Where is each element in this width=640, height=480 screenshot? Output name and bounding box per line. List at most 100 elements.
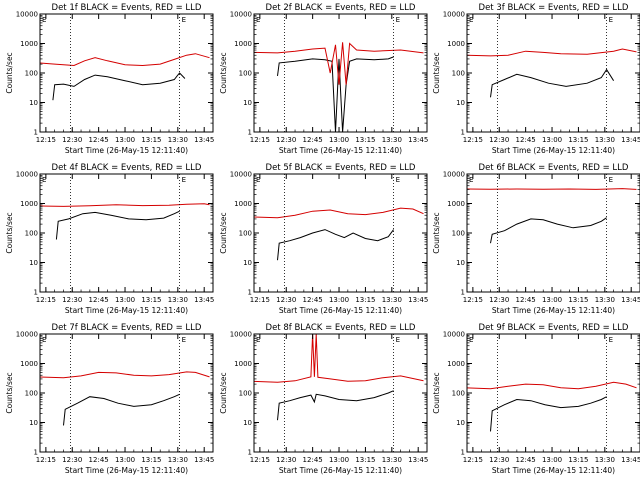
x-tick-label: 12:15: [463, 296, 483, 304]
marker-label: E: [256, 336, 260, 344]
x-tick-label: 12:45: [89, 136, 109, 144]
x-tick-label: 13:00: [542, 456, 562, 464]
marker-label: E: [42, 336, 46, 344]
y-tick-label: 1: [248, 449, 252, 457]
x-tick-label: 13:00: [115, 296, 135, 304]
y-tick-label: 10000: [230, 171, 252, 179]
panel-title: Det 6f BLACK = Events, RED = LLD: [479, 163, 629, 173]
marker-label: E: [42, 16, 46, 24]
x-tick-label: 13:15: [141, 296, 161, 304]
panel-title: Det 3f BLACK = Events, RED = LLD: [479, 3, 629, 13]
x-tick-label: 12:45: [516, 456, 536, 464]
plot-frame: [39, 173, 214, 293]
x-axis-label: Start Time (26-May-15 12:11:40): [279, 466, 402, 475]
lld-series-line: [254, 42, 424, 85]
y-tick-label: 100: [25, 230, 38, 238]
panel-det-9: E E 1 10 100 1000 10000 12:15 12:30 12:45 13:00 13:…: [432, 323, 640, 475]
x-tick-label: 12:30: [62, 136, 82, 144]
marker-label: E: [182, 176, 186, 184]
y-axis-label: Counts/sec: [5, 52, 14, 93]
x-tick-label: 12:15: [250, 296, 270, 304]
x-tick-label: 13:15: [568, 456, 588, 464]
y-tick-label: 10: [29, 259, 38, 267]
x-tick-label: 13:45: [194, 296, 214, 304]
x-tick-label: 13:30: [168, 296, 188, 304]
lld-series-line: [467, 381, 637, 390]
y-tick-label: 10: [243, 99, 252, 107]
y-tick-label: 100: [25, 390, 38, 398]
y-tick-label: 100: [239, 390, 252, 398]
x-tick-label: 12:15: [36, 296, 56, 304]
x-tick-label: 13:15: [355, 296, 375, 304]
panel-title: Det 8f BLACK = Events, RED = LLD: [266, 323, 416, 333]
x-tick-label: 13:00: [542, 136, 562, 144]
x-tick-label: 12:30: [489, 456, 509, 464]
x-tick-label: 13:30: [595, 456, 615, 464]
x-tick-label: 13:15: [141, 136, 161, 144]
y-tick-label: 1: [34, 289, 38, 297]
plot-frame: [466, 173, 640, 293]
x-tick-label: 12:30: [489, 136, 509, 144]
events-series-line: [52, 72, 186, 101]
y-tick-label: 10000: [443, 331, 465, 339]
x-tick-label: 13:30: [382, 456, 402, 464]
y-tick-label: 1: [461, 449, 465, 457]
x-tick-label: 13:30: [168, 136, 188, 144]
y-tick-label: 1: [461, 289, 465, 297]
x-tick-label: 12:45: [89, 296, 109, 304]
x-tick-label: 12:45: [89, 456, 109, 464]
x-tick-label: 12:15: [36, 136, 56, 144]
marker-label: E: [182, 16, 186, 24]
plot-frame: [253, 173, 428, 293]
x-tick-label: 13:00: [329, 136, 349, 144]
x-tick-label: 12:15: [250, 456, 270, 464]
y-tick-label: 1000: [234, 40, 252, 48]
marker-label: E: [396, 16, 400, 24]
x-tick-label: 12:15: [463, 136, 483, 144]
y-tick-label: 1: [248, 129, 252, 137]
y-tick-label: 10: [29, 419, 38, 427]
events-series-line: [55, 210, 180, 240]
x-tick-label: 12:30: [489, 296, 509, 304]
panel-title: Det 2f BLACK = Events, RED = LLD: [266, 3, 416, 13]
x-tick-label: 13:15: [568, 136, 588, 144]
x-tick-label: 13:30: [382, 296, 402, 304]
x-tick-label: 13:15: [355, 136, 375, 144]
plot-frame: [39, 333, 214, 453]
y-tick-label: 100: [25, 70, 38, 78]
x-tick-label: 13:30: [382, 136, 402, 144]
y-tick-label: 1000: [447, 360, 465, 368]
y-tick-label: 10000: [16, 331, 38, 339]
x-tick-label: 12:30: [276, 136, 296, 144]
panel-det-7: E E 1 10 100 1000 10000 12:15 12:30 12:45 13:00 13:…: [5, 323, 214, 475]
panel-det-3: E E 1 10 100 1000 10000 12:15 12:30 12:45 13:00 13:…: [432, 3, 640, 155]
y-axis-label: Counts/sec: [5, 212, 14, 253]
plot-frame: [466, 333, 640, 453]
y-tick-label: 1000: [20, 360, 38, 368]
x-tick-label: 12:30: [62, 296, 82, 304]
y-axis-label: Counts/sec: [219, 372, 228, 413]
events-series-line: [490, 396, 607, 432]
x-axis-label: Start Time (26-May-15 12:11:40): [279, 306, 402, 315]
lld-series-line: [467, 48, 637, 57]
x-tick-label: 12:15: [463, 456, 483, 464]
plot-frame: [39, 13, 214, 133]
x-tick-label: 12:15: [250, 136, 270, 144]
y-tick-label: 1000: [234, 200, 252, 208]
marker-label: E: [396, 176, 400, 184]
y-tick-label: 1: [34, 129, 38, 137]
y-tick-label: 10: [243, 259, 252, 267]
y-tick-label: 1000: [447, 200, 465, 208]
y-tick-label: 10000: [16, 171, 38, 179]
x-axis-label: Start Time (26-May-15 12:11:40): [65, 466, 188, 475]
panel-det-8: E E 1 10 100 1000 10000 12:15 12:30 12:45 13:00 13:…: [219, 323, 428, 475]
y-tick-label: 1000: [20, 200, 38, 208]
x-axis-label: Start Time (26-May-15 12:11:40): [65, 146, 188, 155]
y-tick-label: 10000: [230, 11, 252, 19]
y-tick-label: 1000: [447, 40, 465, 48]
x-tick-label: 13:15: [568, 296, 588, 304]
x-tick-label: 13:15: [141, 456, 161, 464]
y-tick-label: 100: [452, 70, 465, 78]
marker-label: E: [42, 176, 46, 184]
x-tick-label: 13:45: [621, 456, 640, 464]
